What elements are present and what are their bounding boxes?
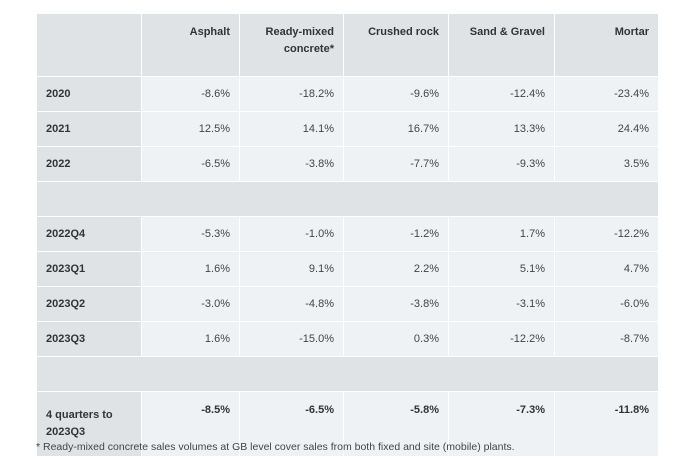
- table-cell: -1.0%: [239, 216, 344, 252]
- table-cell: -4.8%: [239, 286, 344, 322]
- table-row: 2023Q1 1.6% 9.1% 2.2% 5.1% 4.7%: [36, 251, 659, 287]
- table-cell: -9.6%: [343, 76, 449, 112]
- row-label: 2023Q1: [36, 251, 142, 287]
- table-cell: 12.5%: [141, 111, 240, 147]
- table-cell: 1.7%: [448, 216, 555, 252]
- table-cell: 2.2%: [343, 251, 449, 287]
- table-cell: 5.1%: [448, 251, 555, 287]
- table-cell: -12.2%: [448, 321, 555, 357]
- table-cell: 16.7%: [343, 111, 449, 147]
- total-cell: -8.5%: [141, 391, 240, 457]
- sales-volume-table: Asphalt Ready-mixed concrete* Crushed ro…: [36, 13, 659, 457]
- table-cell: -8.6%: [141, 76, 240, 112]
- table-cell: 24.4%: [554, 111, 659, 147]
- header-corner: [36, 13, 142, 77]
- table-cell: -5.3%: [141, 216, 240, 252]
- header-row: Asphalt Ready-mixed concrete* Crushed ro…: [36, 13, 659, 77]
- table-cell: 9.1%: [239, 251, 344, 287]
- header-asphalt: Asphalt: [141, 13, 240, 77]
- row-label: 2022: [36, 146, 142, 182]
- header-crushed-rock: Crushed rock: [343, 13, 449, 77]
- table-cell: 1.6%: [141, 321, 240, 357]
- row-label: 2023Q2: [36, 286, 142, 322]
- table-row: 2023Q3 1.6% -15.0% 0.3% -12.2% -8.7%: [36, 321, 659, 357]
- spacer-row: [36, 181, 659, 217]
- table-row: 2022Q4 -5.3% -1.0% -1.2% 1.7% -12.2%: [36, 216, 659, 252]
- table-cell: -6.5%: [141, 146, 240, 182]
- table-cell: 13.3%: [448, 111, 555, 147]
- table-cell: 14.1%: [239, 111, 344, 147]
- table-cell: -23.4%: [554, 76, 659, 112]
- footnote: * Ready-mixed concrete sales volumes at …: [36, 441, 515, 453]
- total-cell: -5.8%: [343, 391, 449, 457]
- table-cell: -3.8%: [239, 146, 344, 182]
- header-sand-gravel: Sand & Gravel: [448, 13, 555, 77]
- header-ready-mixed-concrete: Ready-mixed concrete*: [239, 13, 344, 77]
- sales-table-container: Asphalt Ready-mixed concrete* Crushed ro…: [36, 13, 659, 457]
- table-row: 2023Q2 -3.0% -4.8% -3.8% -3.1% -6.0%: [36, 286, 659, 322]
- table-row: 2021 12.5% 14.1% 16.7% 13.3% 24.4%: [36, 111, 659, 147]
- total-row-label: 4 quarters to 2023Q3: [36, 391, 142, 457]
- table-row: 2020 -8.6% -18.2% -9.6% -12.4% -23.4%: [36, 76, 659, 112]
- table-cell: -18.2%: [239, 76, 344, 112]
- total-cell: -11.8%: [554, 391, 659, 457]
- row-label: 2020: [36, 76, 142, 112]
- table-cell: 1.6%: [141, 251, 240, 287]
- total-cell: -7.3%: [448, 391, 555, 457]
- table-cell: -8.7%: [554, 321, 659, 357]
- row-label: 2023Q3: [36, 321, 142, 357]
- table-cell: -6.0%: [554, 286, 659, 322]
- table-row: 2022 -6.5% -3.8% -7.7% -9.3% 3.5%: [36, 146, 659, 182]
- total-cell: -6.5%: [239, 391, 344, 457]
- table-cell: 3.5%: [554, 146, 659, 182]
- spacer-cell: [36, 356, 659, 392]
- table-cell: -3.8%: [343, 286, 449, 322]
- header-mortar: Mortar: [554, 13, 659, 77]
- spacer-row: [36, 356, 659, 392]
- table-cell: -3.1%: [448, 286, 555, 322]
- table-cell: 4.7%: [554, 251, 659, 287]
- table-cell: -1.2%: [343, 216, 449, 252]
- row-label: 2021: [36, 111, 142, 147]
- table-cell: -3.0%: [141, 286, 240, 322]
- total-row: 4 quarters to 2023Q3 -8.5% -6.5% -5.8% -…: [36, 391, 659, 457]
- table-cell: -9.3%: [448, 146, 555, 182]
- table-cell: -12.2%: [554, 216, 659, 252]
- table-cell: -7.7%: [343, 146, 449, 182]
- table-cell: -15.0%: [239, 321, 344, 357]
- table-cell: 0.3%: [343, 321, 449, 357]
- row-label: 2022Q4: [36, 216, 142, 252]
- table-cell: -12.4%: [448, 76, 555, 112]
- spacer-cell: [36, 181, 659, 217]
